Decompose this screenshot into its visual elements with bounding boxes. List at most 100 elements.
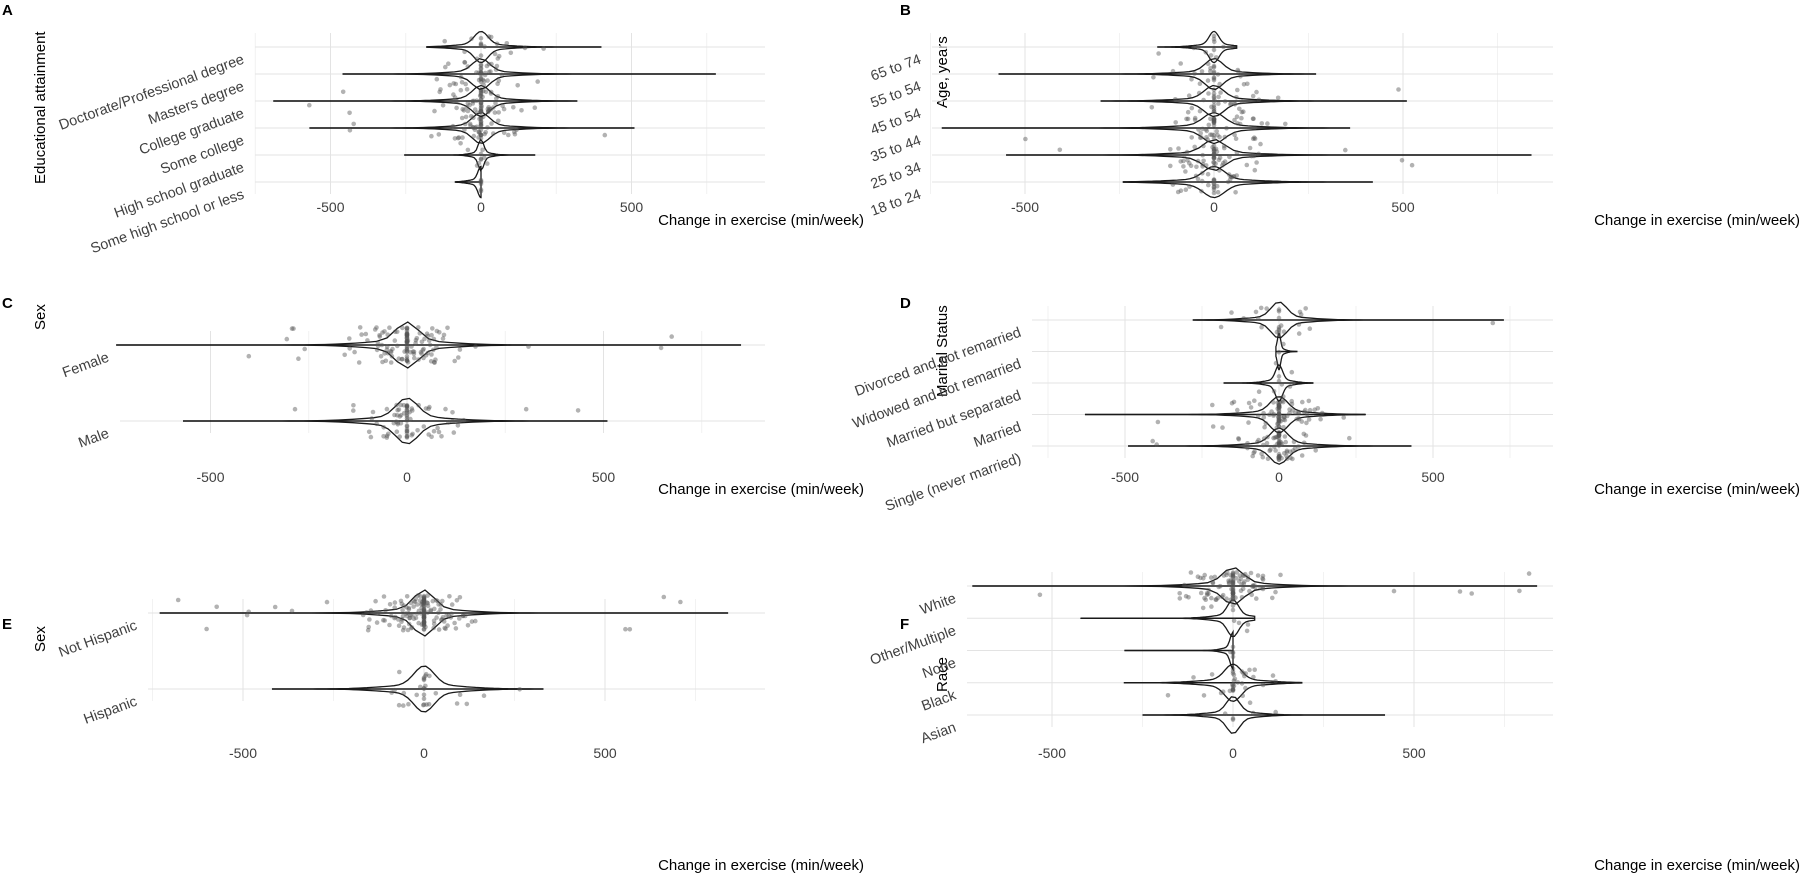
data-point bbox=[421, 675, 427, 680]
data-point bbox=[1230, 586, 1236, 591]
data-point bbox=[392, 687, 397, 693]
data-point bbox=[421, 596, 427, 601]
data-point bbox=[1211, 187, 1217, 192]
data-point bbox=[470, 101, 476, 106]
data-point bbox=[1230, 590, 1236, 596]
data-point bbox=[421, 612, 427, 618]
data-point bbox=[1270, 595, 1275, 601]
data-point bbox=[1252, 125, 1258, 131]
data-point bbox=[438, 617, 444, 623]
data-point bbox=[413, 340, 418, 346]
data-point bbox=[1201, 143, 1206, 149]
data-point bbox=[1211, 116, 1217, 121]
data-point bbox=[1196, 127, 1201, 132]
data-point bbox=[389, 613, 394, 619]
data-point bbox=[417, 593, 423, 599]
data-point bbox=[478, 132, 484, 138]
data-point bbox=[1192, 115, 1198, 121]
data-point bbox=[478, 115, 484, 121]
data-point bbox=[431, 618, 437, 623]
data-point bbox=[1170, 68, 1176, 74]
data-point bbox=[423, 683, 428, 689]
data-point bbox=[1195, 158, 1201, 164]
data-point bbox=[541, 46, 546, 51]
data-point bbox=[471, 98, 477, 104]
data-point bbox=[1276, 417, 1282, 422]
data-point bbox=[1204, 128, 1210, 134]
data-point bbox=[468, 114, 474, 119]
data-point bbox=[404, 428, 410, 434]
data-point bbox=[478, 127, 484, 133]
data-point bbox=[1211, 107, 1217, 112]
data-point bbox=[1234, 173, 1239, 178]
data-point bbox=[404, 347, 410, 352]
x-tick-label: 0 bbox=[1275, 469, 1283, 485]
data-point bbox=[1270, 673, 1276, 678]
data-point bbox=[1245, 577, 1251, 582]
data-point bbox=[1201, 576, 1206, 581]
data-point bbox=[1183, 187, 1189, 192]
data-point bbox=[1211, 108, 1217, 114]
violin-shape bbox=[1006, 139, 1532, 171]
data-point bbox=[461, 108, 467, 113]
data-point bbox=[1276, 453, 1282, 459]
data-point bbox=[493, 100, 498, 106]
data-point bbox=[429, 332, 434, 338]
data-point bbox=[1250, 453, 1255, 459]
data-point bbox=[1261, 436, 1267, 441]
data-point bbox=[477, 116, 482, 122]
data-point bbox=[431, 428, 437, 434]
data-point bbox=[456, 355, 461, 360]
violin-shape bbox=[1122, 165, 1373, 199]
data-point bbox=[1211, 147, 1217, 152]
data-point bbox=[1218, 90, 1223, 95]
data-point bbox=[421, 603, 427, 608]
data-point bbox=[1279, 441, 1285, 447]
data-point bbox=[1200, 126, 1205, 132]
data-point bbox=[400, 356, 405, 362]
data-point bbox=[461, 417, 467, 423]
data-point bbox=[455, 99, 460, 104]
data-point bbox=[424, 702, 429, 707]
data-point bbox=[1276, 457, 1282, 463]
data-point bbox=[1256, 389, 1262, 394]
data-point bbox=[1252, 167, 1258, 173]
data-point bbox=[1230, 682, 1236, 687]
data-point bbox=[450, 123, 456, 129]
data-point bbox=[1208, 116, 1213, 122]
data-point bbox=[425, 593, 430, 598]
data-point bbox=[404, 339, 410, 344]
data-point bbox=[1250, 116, 1256, 122]
data-point bbox=[1230, 570, 1236, 575]
data-point bbox=[623, 626, 628, 632]
data-point bbox=[1245, 441, 1250, 446]
data-point bbox=[421, 686, 427, 691]
data-point bbox=[381, 434, 386, 439]
data-point bbox=[1200, 152, 1205, 158]
data-point bbox=[1217, 155, 1223, 160]
data-point bbox=[1258, 305, 1264, 311]
violin-shape bbox=[1128, 427, 1412, 465]
data-point bbox=[1251, 710, 1256, 716]
data-point bbox=[409, 344, 414, 349]
data-point bbox=[366, 624, 372, 630]
data-point bbox=[478, 132, 484, 138]
data-point bbox=[1272, 444, 1277, 450]
data-point bbox=[1276, 455, 1281, 461]
data-point bbox=[1238, 576, 1243, 581]
data-point bbox=[1185, 109, 1191, 115]
panel-c: C Sex -500 0 500 Male Female Change in exerc… bbox=[0, 293, 900, 586]
data-point bbox=[1391, 588, 1397, 594]
data-point bbox=[1247, 667, 1252, 673]
category-label: Single (never married) bbox=[883, 451, 1023, 515]
data-point bbox=[384, 344, 390, 350]
data-point bbox=[1256, 151, 1261, 157]
data-point bbox=[1251, 153, 1257, 159]
data-point bbox=[492, 110, 498, 115]
data-point bbox=[421, 615, 427, 620]
data-point bbox=[364, 610, 369, 615]
data-point bbox=[1273, 448, 1278, 453]
data-point bbox=[421, 355, 426, 361]
data-point bbox=[486, 69, 492, 75]
data-point bbox=[1231, 174, 1236, 180]
